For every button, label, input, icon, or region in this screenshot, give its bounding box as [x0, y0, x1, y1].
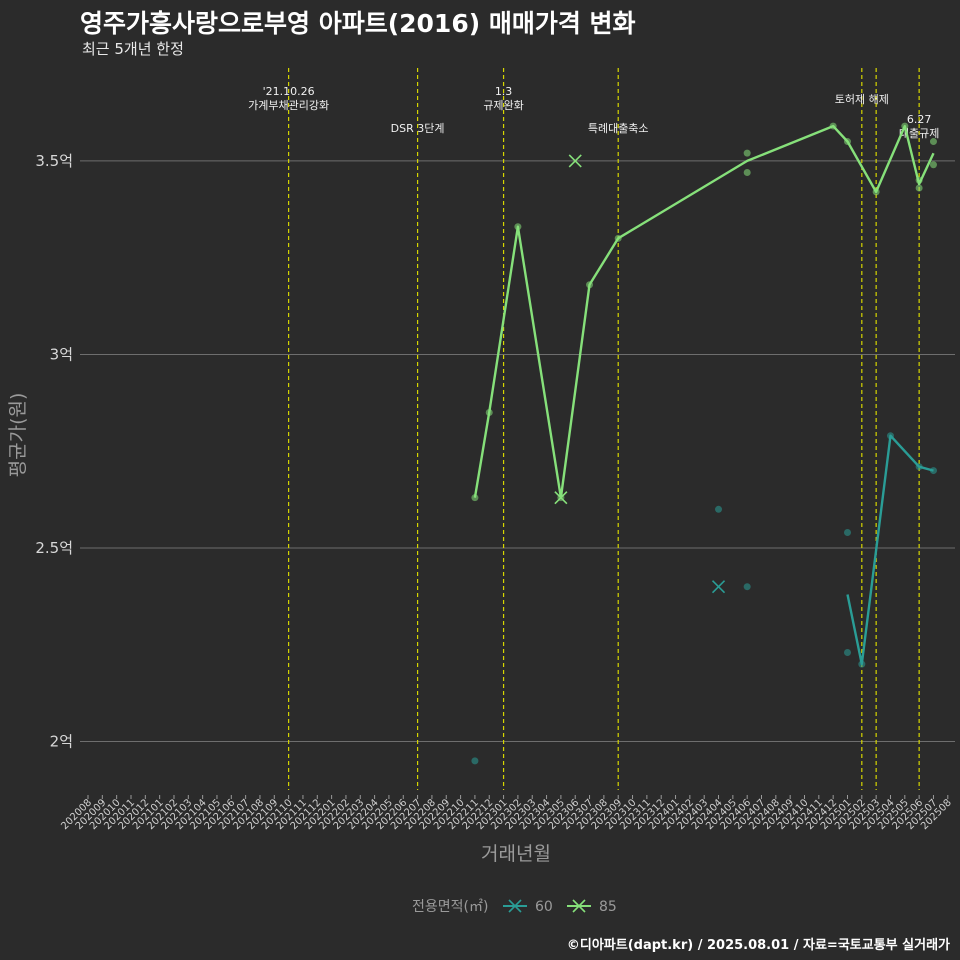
- legend-label-85: 85: [599, 899, 617, 915]
- legend-label-60: 60: [535, 899, 553, 915]
- policy-annotation: 특례대출축소: [588, 122, 649, 135]
- data-point-60: [471, 757, 479, 765]
- y-tick-label: 3억: [50, 345, 73, 363]
- policy-annotation: '21.10.26: [263, 85, 315, 98]
- cross-marker-85: [554, 491, 568, 505]
- x-axis-ticks: 2020082020092020102020112020122021012021…: [59, 795, 954, 832]
- legend-key-60: [508, 899, 522, 913]
- data-point-85: [743, 169, 751, 177]
- source-caption: ©디아파트(dapt.kr) / 2025.08.01 / 자료=국토교통부 실…: [566, 938, 950, 953]
- data-point-60: [843, 649, 851, 657]
- data-point-85: [915, 184, 923, 192]
- policy-annotation: 가계부채관리강화: [248, 99, 329, 112]
- y-axis-ticks: 2억 2.5억 3억 3.5억: [35, 152, 73, 751]
- chart-subtitle: 최근 5개년 한정: [82, 40, 184, 58]
- x-axis-title: 거래년월: [481, 843, 551, 865]
- data-point-85: [743, 149, 751, 157]
- series-60: [471, 432, 937, 765]
- policy-lines: [288, 68, 920, 790]
- cross-marker-60: [711, 580, 726, 594]
- policy-annotation: 1.3: [495, 85, 513, 98]
- chart-title: 영주가흥사랑으로부영 아파트(2016) 매매가격 변화: [80, 9, 636, 38]
- policy-annotation: 토허제 해제: [835, 92, 889, 106]
- policy-annotation: 대출규제: [899, 127, 939, 140]
- data-point-60: [715, 505, 723, 513]
- grid-lines: [80, 160, 955, 743]
- data-point-85: [929, 138, 937, 146]
- legend: 전용면적(㎡) 60 85: [412, 899, 617, 915]
- series-layer: [471, 122, 937, 765]
- policy-annotation: DSR 3단계: [391, 122, 445, 135]
- y-tick-label: 3.5억: [35, 152, 73, 170]
- policy-annotation: 6.27: [907, 113, 932, 126]
- policy-annotation: 규제완화: [483, 99, 523, 112]
- legend-title: 전용면적(㎡): [412, 899, 488, 915]
- y-axis-title: 평균가(원): [7, 393, 29, 478]
- data-point-60: [743, 583, 751, 591]
- series-line-85: [473, 124, 935, 499]
- series-line-60: [846, 434, 934, 666]
- data-point-85: [929, 161, 937, 169]
- y-tick-label: 2.5억: [35, 539, 73, 557]
- series-85: [471, 122, 937, 505]
- legend-key-85: [572, 899, 586, 913]
- y-tick-label: 2억: [50, 733, 73, 751]
- cross-marker-85: [568, 154, 582, 168]
- data-point-60: [843, 529, 851, 537]
